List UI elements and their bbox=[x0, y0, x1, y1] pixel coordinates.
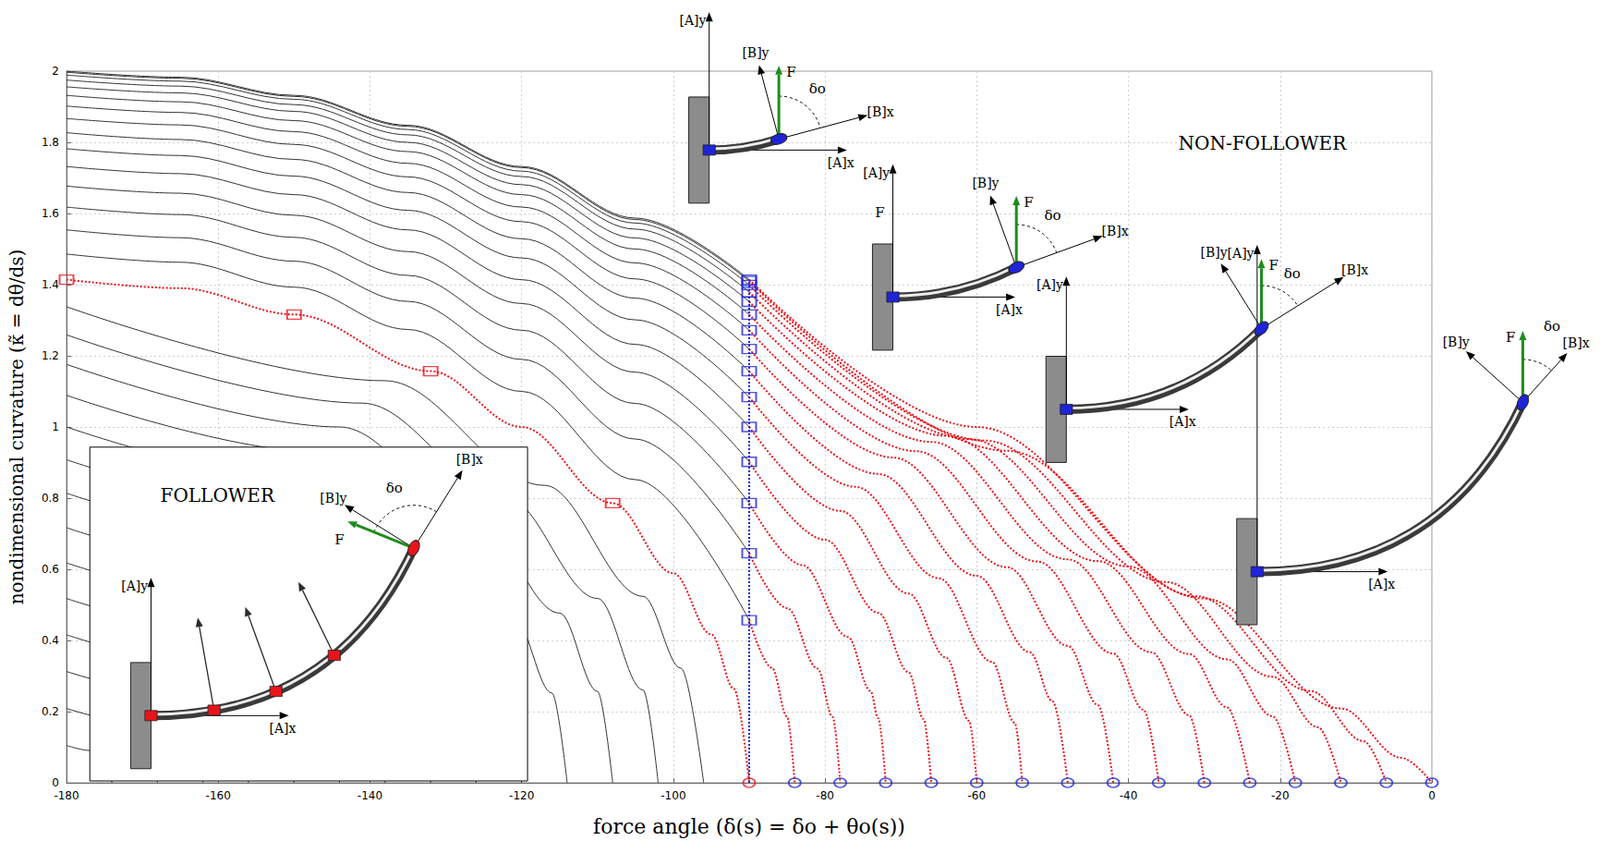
svg-text:[B]y: [B]y bbox=[971, 175, 999, 191]
svg-text:0.6: 0.6 bbox=[41, 562, 60, 576]
svg-text:[A]y: [A]y bbox=[121, 578, 148, 594]
svg-text:0.4: 0.4 bbox=[41, 633, 60, 647]
svg-text:δo: δo bbox=[1043, 206, 1061, 224]
svg-text:1.8: 1.8 bbox=[41, 135, 60, 149]
svg-text:-40: -40 bbox=[1119, 788, 1139, 802]
svg-text:[A]x: [A]x bbox=[269, 720, 297, 736]
svg-text:[B]x: [B]x bbox=[456, 451, 484, 467]
svg-text:F: F bbox=[786, 63, 796, 81]
svg-text:-20: -20 bbox=[1271, 788, 1290, 802]
svg-text:-100: -100 bbox=[660, 788, 686, 802]
svg-text:[B]x: [B]x bbox=[1341, 262, 1369, 278]
svg-text:F: F bbox=[1023, 193, 1033, 211]
svg-text:[A]y: [A]y bbox=[1036, 277, 1064, 292]
svg-text:[A]y: [A]y bbox=[862, 165, 890, 181]
svg-text:1.2: 1.2 bbox=[41, 349, 60, 363]
svg-text:δo: δo bbox=[1543, 317, 1561, 335]
svg-text:[B]y: [B]y bbox=[741, 45, 769, 61]
svg-text:F: F bbox=[334, 531, 344, 548]
svg-text:[A]x: [A]x bbox=[1368, 576, 1395, 592]
svg-text:FOLLOWER: FOLLOWER bbox=[160, 484, 276, 507]
svg-text:[B]y: [B]y bbox=[1200, 244, 1227, 260]
svg-text:δo: δo bbox=[1284, 265, 1301, 282]
svg-text:[A]x: [A]x bbox=[995, 302, 1023, 317]
svg-text:-120: -120 bbox=[509, 788, 534, 802]
svg-text:[B]x: [B]x bbox=[1563, 335, 1590, 351]
svg-text:[B]x: [B]x bbox=[866, 104, 894, 120]
svg-text:-160: -160 bbox=[206, 788, 231, 802]
svg-text:[A]x: [A]x bbox=[827, 155, 855, 170]
svg-text:force angle (δ(s) = δo + θo(s): force angle (δ(s) = δo + θo(s)) bbox=[593, 814, 906, 838]
svg-text:-140: -140 bbox=[357, 788, 383, 802]
svg-text:[A]y: [A]y bbox=[1227, 245, 1255, 261]
svg-text:1.6: 1.6 bbox=[41, 206, 60, 220]
svg-text:δo: δo bbox=[386, 479, 403, 497]
svg-text:δo: δo bbox=[809, 80, 826, 97]
svg-text:NON-FOLLOWER: NON-FOLLOWER bbox=[1178, 132, 1348, 155]
svg-text:2: 2 bbox=[51, 64, 60, 78]
svg-text:-60: -60 bbox=[968, 788, 987, 802]
svg-text:F: F bbox=[1505, 328, 1516, 346]
svg-text:0.2: 0.2 bbox=[41, 704, 60, 718]
svg-text:F: F bbox=[874, 204, 885, 221]
svg-text:nondimensional curvature (κ̃ =: nondimensional curvature (κ̃ = dθ/ds) bbox=[5, 249, 28, 606]
svg-text:1.4: 1.4 bbox=[41, 278, 60, 291]
svg-text:0: 0 bbox=[1428, 788, 1436, 802]
svg-text:0.8: 0.8 bbox=[41, 491, 60, 505]
svg-text:1: 1 bbox=[51, 420, 60, 434]
svg-text:0: 0 bbox=[51, 775, 60, 789]
svg-text:F: F bbox=[1269, 256, 1279, 274]
svg-text:[B]x: [B]x bbox=[1102, 223, 1129, 239]
svg-text:-80: -80 bbox=[815, 788, 835, 802]
svg-text:[A]x: [A]x bbox=[1169, 413, 1197, 429]
svg-text:-180: -180 bbox=[53, 788, 79, 802]
svg-text:[B]y: [B]y bbox=[1442, 334, 1470, 350]
svg-text:[B]y: [B]y bbox=[319, 490, 347, 506]
svg-text:[A]y: [A]y bbox=[678, 12, 706, 28]
